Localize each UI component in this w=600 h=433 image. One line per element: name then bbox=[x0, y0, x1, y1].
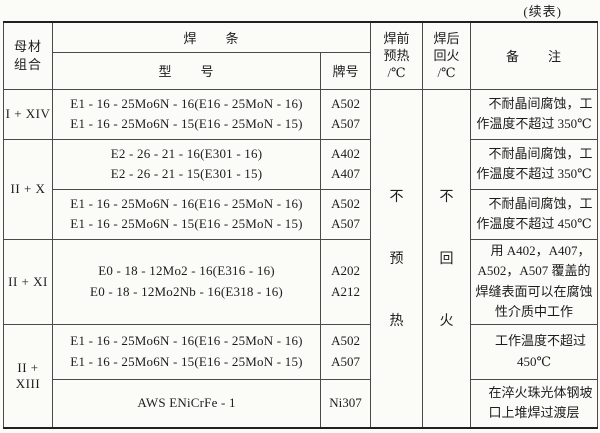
table-row: AWS ENiCrFe - 1 Ni307 在淬火珠光体钢坡口上堆焊过渡层 bbox=[4, 378, 599, 429]
model-line: E1 - 16 - 25Mo6N - 15(E16 - 25MoN - 15) bbox=[70, 353, 303, 369]
brand-header: 牌号 bbox=[319, 51, 372, 90]
model-line: E0 - 18 - 12Mo2Nb - 16(E318 - 16) bbox=[90, 283, 283, 299]
brand-line: Ni307 bbox=[329, 395, 362, 411]
brand-line: A507 bbox=[331, 116, 360, 131]
base-material-header: 母材 组合 bbox=[3, 21, 53, 90]
brand-line: A502 bbox=[331, 95, 360, 111]
model-cell: E0 - 18 - 12Mo2 - 16(E316 - 16) E0 - 18 … bbox=[52, 238, 321, 325]
group-cell: II + XI bbox=[3, 238, 53, 325]
table-row: II + XI E0 - 18 - 12Mo2 - 16(E316 - 16) … bbox=[3, 238, 599, 325]
header-row-2: 型 号 牌号 bbox=[4, 51, 598, 90]
temper-cell: 不 回 火 bbox=[422, 88, 472, 429]
brand-cell: A502 A507 bbox=[319, 323, 372, 380]
model-line: E1 - 16 - 25Mo6N - 16(E16 - 25MoN - 16) bbox=[70, 95, 303, 111]
electrode-selection-table: 母材 组合 焊 条 焊前 预热 /℃ 焊后 回火 /℃ 备 注 型 号 牌号 I… bbox=[3, 21, 599, 429]
header-row-1: 母材 组合 焊 条 焊前 预热 /℃ 焊后 回火 /℃ 备 注 bbox=[3, 21, 599, 90]
remark-cell: 不耐晶间腐蚀，工作温度不超过 450℃ bbox=[470, 188, 599, 240]
brand-cell: Ni307 bbox=[319, 378, 372, 429]
model-line: E2 - 26 - 21 - 16(E301 - 16) bbox=[110, 145, 263, 161]
model-line: E0 - 18 - 12Mo2 - 16(E316 - 16) bbox=[98, 263, 275, 279]
brand-line: A212 bbox=[331, 283, 360, 299]
remark-header: 备 注 bbox=[470, 21, 599, 90]
remark-cell: 在淬火珠光体钢坡口上堆焊过渡层 bbox=[470, 378, 599, 429]
model-line: E2 - 26 - 21 - 15(E301 - 15) bbox=[110, 166, 263, 181]
remark-cell: 不耐晶间腐蚀，工作温度不超过 350℃ bbox=[470, 88, 599, 140]
table-row: II + XIII E1 - 16 - 25Mo6N - 16(E16 - 25… bbox=[3, 323, 599, 429]
temper-vertical-text: 不 回 火 bbox=[439, 190, 454, 330]
electrode-header: 焊 条 bbox=[51, 21, 372, 53]
brand-line: A502 bbox=[331, 195, 360, 211]
model-line: E1 - 16 - 25Mo6N - 16(E16 - 25MoN - 16) bbox=[70, 333, 303, 349]
brand-line: A507 bbox=[331, 353, 360, 369]
brand-line: A202 bbox=[331, 263, 360, 279]
brand-line: A507 bbox=[331, 216, 360, 231]
temper-header: 焊后 回火 /℃ bbox=[422, 21, 472, 90]
model-line: E1 - 16 - 25Mo6N - 15(E16 - 25MoN - 15) bbox=[70, 116, 303, 131]
table-row: I + XIV E1 - 16 - 25Mo6N - 16(E16 - 25Mo… bbox=[3, 88, 599, 429]
brand-cell: A502 A507 bbox=[319, 88, 372, 140]
group-cell: II + X bbox=[3, 138, 53, 240]
model-header: 型 号 bbox=[52, 51, 321, 90]
brand-cell: A402 A407 bbox=[319, 138, 372, 190]
model-cell: E1 - 16 - 25Mo6N - 16(E16 - 25MoN - 16) … bbox=[52, 88, 321, 140]
model-line: AWS ENiCrFe - 1 bbox=[137, 395, 236, 411]
model-line: E1 - 16 - 25Mo6N - 15(E16 - 25MoN - 15) bbox=[70, 216, 303, 231]
preheat-header: 焊前 预热 /℃ bbox=[370, 21, 424, 90]
brand-line: A402 bbox=[331, 145, 360, 161]
table-row: E1 - 16 - 25Mo6N - 16(E16 - 25MoN - 16) … bbox=[4, 188, 599, 240]
preheat-vertical-text: 不 预 热 bbox=[389, 190, 404, 330]
brand-cell: A502 A507 bbox=[319, 188, 372, 240]
group-cell: I + XIV bbox=[3, 88, 53, 140]
model-cell: E2 - 26 - 21 - 16(E301 - 16) E2 - 26 - 2… bbox=[52, 138, 321, 190]
model-cell: AWS ENiCrFe - 1 bbox=[52, 378, 321, 429]
model-cell: E1 - 16 - 25Mo6N - 16(E16 - 25MoN - 16) … bbox=[52, 188, 321, 240]
model-line: E1 - 16 - 25Mo6N - 16(E16 - 25MoN - 16) bbox=[70, 195, 303, 211]
remark-cell: 工作温度不超过 450℃ bbox=[470, 323, 599, 380]
group-cell: II + XIII bbox=[3, 323, 53, 429]
remark-cell: 不耐晶间腐蚀，工作温度不超过 350℃ bbox=[470, 138, 599, 190]
continuation-note: (续表) bbox=[523, 4, 562, 19]
brand-cell: A202 A212 bbox=[319, 238, 372, 325]
brand-line: A407 bbox=[331, 166, 360, 181]
brand-line: A502 bbox=[331, 333, 360, 349]
table-row: II + X E2 - 26 - 21 - 16(E301 - 16) E2 -… bbox=[3, 138, 599, 240]
model-cell: E1 - 16 - 25Mo6N - 16(E16 - 25MoN - 16) … bbox=[52, 323, 321, 380]
preheat-cell: 不 预 热 bbox=[370, 88, 424, 429]
remark-cell: 用 A402，A407，A502，A507 覆盖的焊缝表面可以在腐蚀性介质中工作 bbox=[470, 238, 599, 325]
